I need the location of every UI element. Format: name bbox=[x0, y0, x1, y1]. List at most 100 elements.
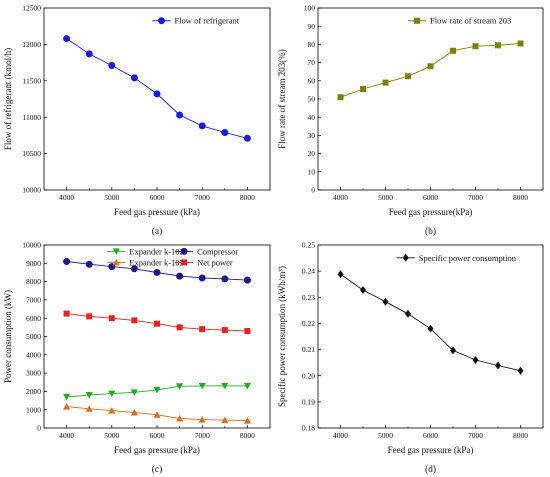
data-point bbox=[63, 403, 71, 410]
series-3 bbox=[63, 403, 251, 424]
data-point bbox=[221, 275, 229, 283]
data-point bbox=[221, 128, 229, 136]
data-point bbox=[427, 324, 434, 333]
data-point bbox=[382, 79, 389, 86]
data-point bbox=[243, 382, 251, 390]
x-tick-label: 4000 bbox=[333, 431, 348, 440]
y-tick-label: 80 bbox=[308, 40, 316, 49]
data-point bbox=[221, 327, 228, 334]
y-tick-label: 50 bbox=[308, 95, 316, 104]
data-point bbox=[108, 62, 116, 70]
x-tick-label: 5000 bbox=[104, 431, 119, 440]
x-tick-label: 5000 bbox=[104, 193, 119, 202]
y-tick-label: 60 bbox=[308, 76, 316, 85]
legend-label: Net power bbox=[197, 257, 233, 267]
y-tick-label: 8000 bbox=[26, 277, 41, 286]
data-point bbox=[337, 94, 344, 101]
y-tick-label: 0.21 bbox=[302, 345, 315, 354]
data-point bbox=[450, 47, 456, 54]
x-tick-label: 6000 bbox=[150, 431, 165, 440]
data-point bbox=[63, 393, 71, 401]
legend-item: Expander k-103 bbox=[107, 257, 184, 267]
x-tick-label: 5000 bbox=[378, 431, 393, 440]
x-tick-label: 6000 bbox=[423, 431, 438, 440]
y-tick-label: 0 bbox=[311, 186, 315, 195]
data-point bbox=[108, 315, 115, 322]
data-point bbox=[450, 346, 456, 355]
plot-frame bbox=[43, 7, 271, 191]
data-point bbox=[86, 313, 93, 320]
y-tick-label: 10 bbox=[308, 167, 316, 176]
data-point bbox=[405, 73, 411, 80]
data-point bbox=[517, 366, 524, 375]
y-tick-label: 6000 bbox=[26, 314, 41, 323]
legend-marker bbox=[157, 17, 165, 25]
y-tick-label: 90 bbox=[308, 22, 316, 31]
data-point bbox=[85, 405, 93, 412]
legend-label: Expander k-103 bbox=[129, 257, 184, 267]
series-line bbox=[66, 38, 248, 139]
y-tick-label: 10500 bbox=[22, 149, 41, 158]
x-tick-label: 7000 bbox=[195, 431, 210, 440]
chart-panel-1: 4000 5000 6000 7000 8000 10000 10500 11000 11500… bbox=[3, 4, 271, 237]
panel-label: (d) bbox=[425, 464, 436, 475]
x-tick-label: 8000 bbox=[513, 431, 528, 440]
series-1 bbox=[337, 40, 524, 101]
data-point bbox=[63, 257, 71, 265]
x-axis-label: Feed gas pressure (kPa) bbox=[114, 207, 200, 217]
data-point bbox=[130, 74, 138, 82]
legend-marker bbox=[402, 253, 409, 262]
y-tick-label: 12500 bbox=[22, 4, 41, 13]
y-axis-label: Flow rate of stream 203(%) bbox=[277, 49, 287, 148]
x-tick-label: 7000 bbox=[468, 431, 483, 440]
data-point bbox=[176, 324, 183, 331]
x-tick-label: 4000 bbox=[59, 431, 74, 440]
series-4 bbox=[63, 310, 251, 335]
legend-item: Flow rate of stream 203 bbox=[408, 16, 511, 26]
series-1 bbox=[63, 35, 251, 142]
data-point bbox=[176, 383, 184, 390]
y-tick-label: 40 bbox=[308, 113, 316, 122]
series-1 bbox=[337, 270, 524, 375]
legend-item: Expander k-102 bbox=[107, 246, 184, 256]
x-tick-label: 6000 bbox=[423, 193, 438, 202]
chart-panel-3: 4000 5000 6000 7000 8000 0 1000 2000 3000 4000 500… bbox=[3, 241, 271, 475]
data-point bbox=[199, 326, 206, 333]
x-tick-label: 7000 bbox=[468, 193, 483, 202]
y-tick-label: 2000 bbox=[26, 387, 41, 396]
data-point bbox=[154, 320, 160, 327]
data-point bbox=[198, 274, 206, 282]
series-2 bbox=[63, 257, 251, 284]
data-point bbox=[63, 310, 70, 317]
y-axis-label: Specific power consumption (kWh/m³) bbox=[277, 266, 287, 407]
data-point bbox=[243, 417, 251, 424]
data-point bbox=[153, 268, 161, 276]
data-point bbox=[85, 50, 93, 58]
y-tick-label: 0.22 bbox=[302, 319, 315, 328]
data-point bbox=[108, 407, 116, 414]
legend-item: Net power bbox=[175, 257, 233, 267]
legend-label: Specific power consumption bbox=[419, 253, 517, 263]
y-tick-label: 70 bbox=[308, 58, 316, 67]
data-point bbox=[130, 265, 138, 273]
x-tick-label: 5000 bbox=[378, 193, 393, 202]
data-point bbox=[495, 42, 501, 49]
legend-label: Flow of refrigerant bbox=[174, 16, 239, 26]
y-tick-label: 0 bbox=[37, 424, 41, 433]
x-tick-label: 7000 bbox=[195, 193, 210, 202]
x-tick-label: 4000 bbox=[59, 193, 74, 202]
y-tick-label: 0.25 bbox=[302, 241, 315, 250]
data-point bbox=[405, 309, 411, 318]
y-tick-label: 3000 bbox=[26, 369, 41, 378]
y-tick-label: 9000 bbox=[26, 259, 41, 268]
data-point bbox=[85, 392, 93, 399]
chart-panel-4: 4000 5000 6000 7000 8000 0.18 0.19 0.20 0.21 0.22… bbox=[277, 241, 544, 475]
data-point bbox=[198, 122, 206, 130]
data-point bbox=[244, 328, 251, 335]
y-tick-label: 11500 bbox=[23, 76, 42, 85]
legend-label: Expander k-102 bbox=[129, 246, 184, 256]
y-tick-label: 10000 bbox=[22, 186, 41, 195]
y-tick-label: 0.20 bbox=[302, 371, 315, 380]
data-point bbox=[85, 260, 93, 268]
legend-label: Flow rate of stream 203 bbox=[430, 16, 511, 26]
